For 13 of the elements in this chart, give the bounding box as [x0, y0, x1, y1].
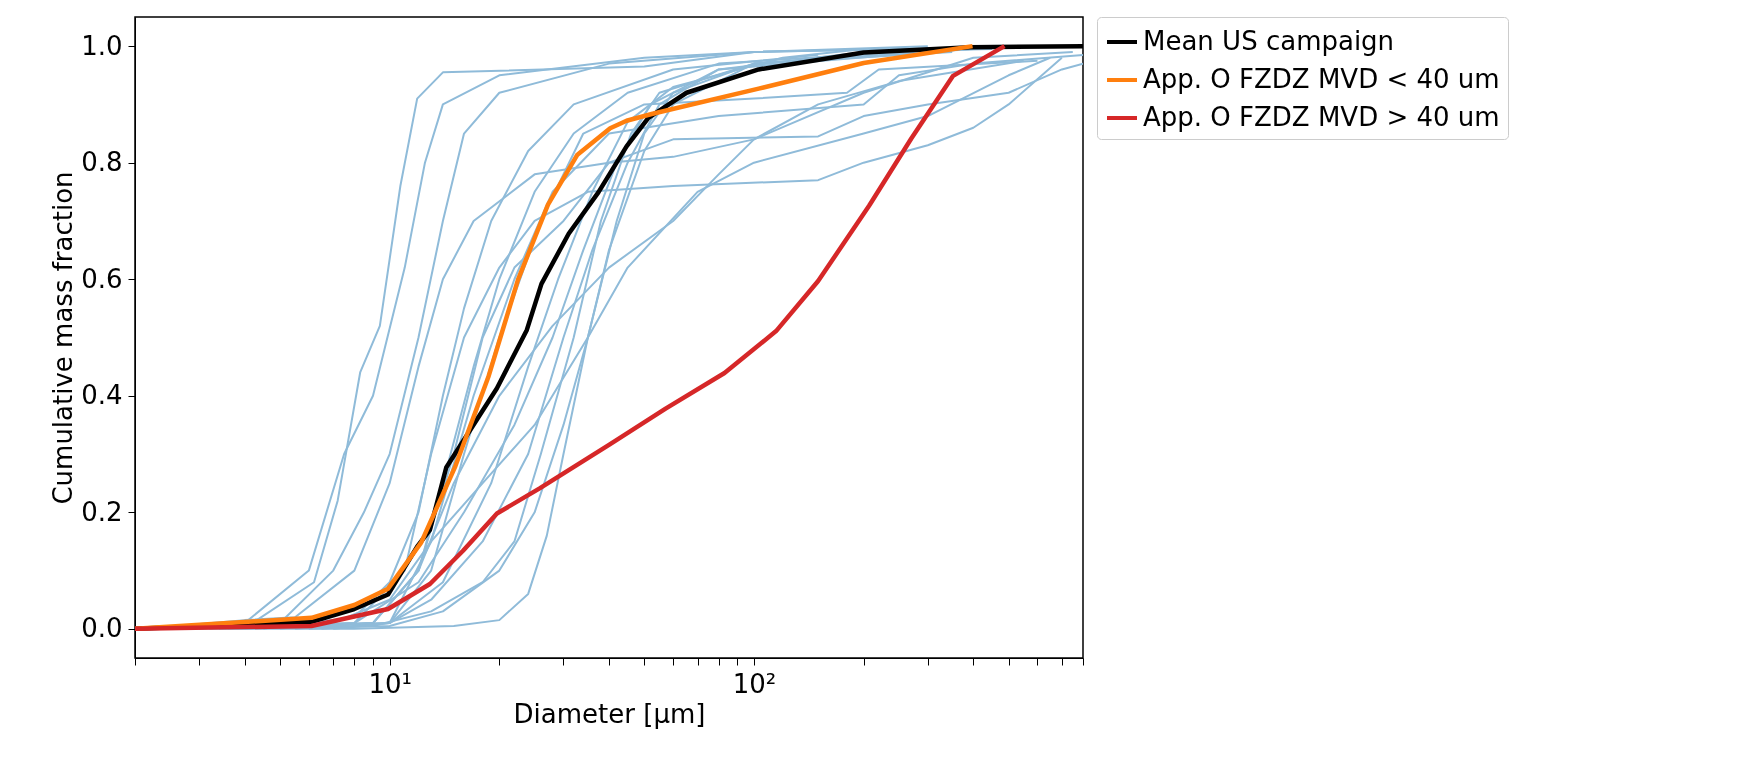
- y-tick-label: 1.0: [81, 30, 123, 61]
- x-tick-label: 10²: [732, 668, 777, 699]
- y-tick-label: 0.6: [81, 263, 123, 294]
- x-axis-title: Diameter [µm]: [513, 698, 706, 729]
- y-axis-title: Cumulative mass fraction: [48, 171, 79, 505]
- y-tick-label: 0.2: [81, 496, 123, 527]
- legend-label: App. O FZDZ MVD < 40 um: [1143, 64, 1500, 94]
- y-tick-label: 0.0: [81, 613, 123, 644]
- legend-label: Mean US campaign: [1143, 26, 1395, 56]
- legend-label: App. O FZDZ MVD > 40 um: [1143, 102, 1500, 132]
- y-tick-label: 0.8: [81, 147, 123, 178]
- y-tick-label: 0.4: [81, 380, 123, 411]
- x-tick-label: 10¹: [368, 668, 412, 699]
